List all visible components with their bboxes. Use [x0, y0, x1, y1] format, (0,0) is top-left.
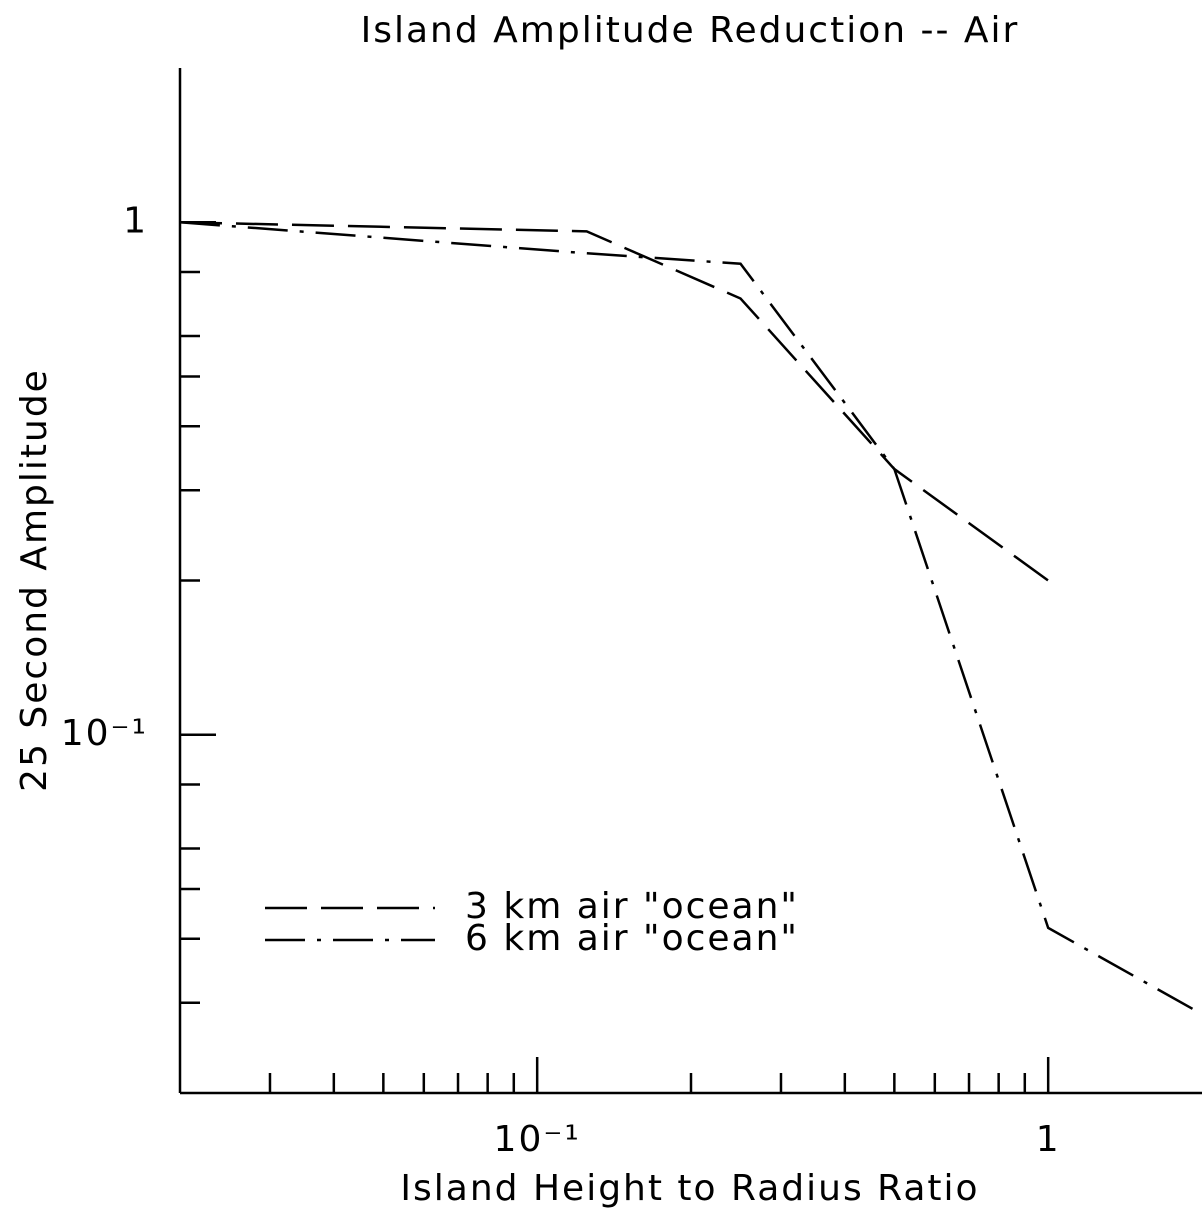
x-tick-label: 1: [1036, 1119, 1061, 1160]
y-axis-label: 25 Second Amplitude: [14, 368, 55, 792]
y-tick-label: 1: [123, 200, 148, 241]
x-axis-label: Island Height to Radius Ratio: [400, 1168, 979, 1209]
data-line: [179, 221, 1202, 1016]
legend-label: 6 km air "ocean": [465, 918, 799, 959]
chart-title: Island Amplitude Reduction -- Air: [361, 10, 1020, 51]
legend-label: 3 km air "ocean": [465, 886, 799, 927]
y-tick-label: 10⁻¹: [61, 713, 148, 754]
data-line: [179, 221, 1049, 582]
x-tick-label: 10⁻¹: [494, 1119, 581, 1160]
